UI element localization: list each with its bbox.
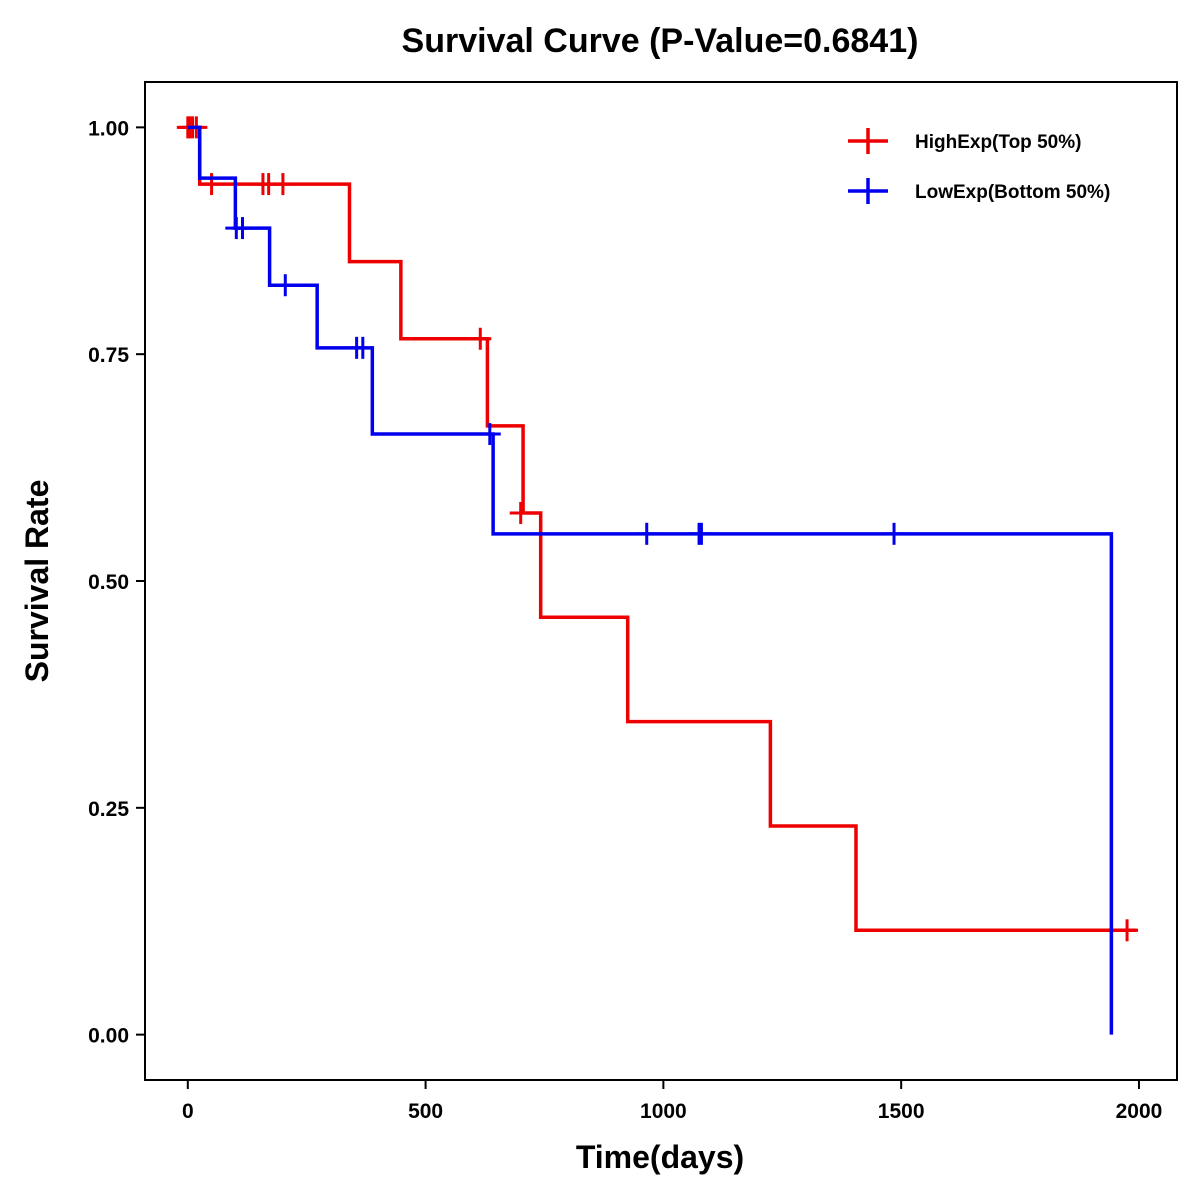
x-axis-title: Time(days) <box>576 1139 744 1175</box>
chart-title: Survival Curve (P-Value=0.6841) <box>402 22 919 60</box>
censor-mark <box>509 501 532 524</box>
legend-label: HighExp(Top 50%) <box>915 132 1081 153</box>
censor-mark <box>351 336 374 359</box>
series-1 <box>187 125 1114 1035</box>
censor-mark <box>231 217 254 240</box>
y-tick-label: 0.50 <box>88 571 129 594</box>
censor-mark <box>883 522 906 545</box>
y-axis-title: Survival Rate <box>19 480 55 683</box>
censor-mark <box>274 274 297 297</box>
legend-item-1: LowExp(Bottom 50%) <box>848 178 1110 204</box>
survival-curves <box>176 116 1139 1035</box>
series-0 <box>176 116 1139 942</box>
legend-item-0: HighExp(Top 50%) <box>848 128 1081 154</box>
x-axis: 0 500 1000 1500 2000 <box>182 1080 1162 1123</box>
censor-mark <box>1116 919 1139 942</box>
x-tick-label: 2000 <box>1116 1100 1163 1123</box>
legend-label: LowExp(Bottom 50%) <box>915 182 1110 203</box>
x-tick-label: 1500 <box>878 1100 925 1123</box>
censor-mark <box>635 522 658 545</box>
censor-mark <box>271 173 294 196</box>
x-tick-label: 500 <box>408 1100 443 1123</box>
survival-line <box>187 125 1114 1035</box>
legend: HighExp(Top 50%) LowExp(Bottom 50%) <box>848 128 1110 204</box>
y-tick-label: 0.25 <box>88 798 129 821</box>
y-tick-label: 0.00 <box>88 1025 129 1048</box>
censor-mark <box>200 173 223 196</box>
censor-mark <box>690 522 713 545</box>
y-tick-label: 0.75 <box>88 344 129 367</box>
x-tick-label: 1000 <box>640 1100 687 1123</box>
survival-line <box>187 125 1137 933</box>
censor-mark <box>478 423 501 446</box>
censor-mark <box>469 327 492 350</box>
y-tick-label: 1.00 <box>88 117 129 140</box>
y-axis: 0.00 0.25 0.50 0.75 1.00 <box>88 117 145 1048</box>
x-tick-label: 0 <box>182 1100 194 1123</box>
